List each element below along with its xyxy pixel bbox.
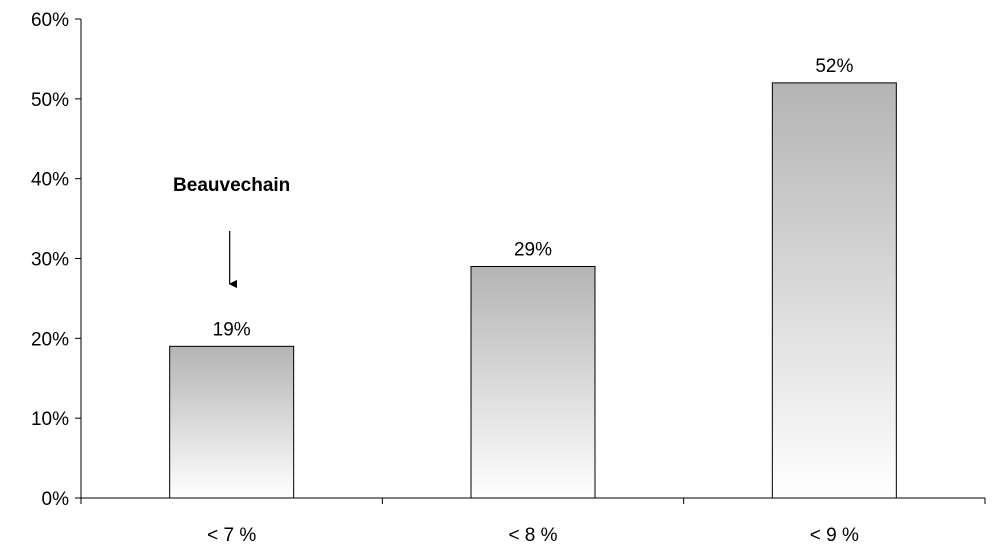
y-tick-label: 0% [42, 489, 70, 510]
y-tick-label: 10% [31, 409, 69, 430]
x-tick-label: < 7 % [207, 525, 256, 546]
bars [169, 82, 897, 499]
bar [470, 265, 596, 499]
bar [169, 345, 295, 499]
x-tick-label: < 9 % [810, 525, 859, 546]
annotation-label: Beauvechain [173, 175, 290, 196]
bar-value-label: 29% [514, 239, 552, 260]
annotation: Beauvechain [173, 175, 290, 289]
x-tick-label: < 8 % [508, 525, 557, 546]
y-tick-label: 60% [31, 10, 69, 31]
y-tick-label: 20% [31, 329, 69, 350]
labels: 0% 10% 20% 30% 40% 50% 60% 19% < 7 % 29% < 8 % 52% <… [31, 10, 859, 546]
y-tick-label: 40% [31, 170, 69, 191]
y-tick-label: 30% [31, 250, 69, 271]
y-tick-label: 50% [31, 90, 69, 111]
bar-value-label: 19% [213, 319, 251, 340]
bar-value-label: 52% [815, 56, 853, 77]
bar [771, 82, 897, 499]
